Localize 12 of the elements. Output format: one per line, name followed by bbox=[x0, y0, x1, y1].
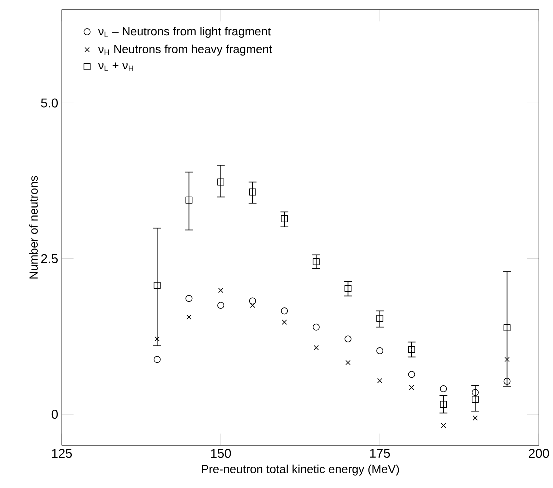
y-tick-label: 0 bbox=[52, 410, 58, 420]
x-axis-title: Pre-neutron total kinetic energy (MeV) bbox=[202, 464, 400, 476]
x-tick-label: 200 bbox=[529, 449, 550, 458]
y-tick-label: 2.5 bbox=[41, 254, 58, 264]
x-tick-label: 150 bbox=[211, 449, 232, 458]
legend-label: ν$_{H}$ Neutrons from heavy fragment bbox=[98, 44, 272, 56]
legend-label: ν$_{L}$ – Neutrons from light fragment bbox=[98, 27, 272, 38]
x-tick-label: 125 bbox=[52, 449, 72, 458]
y-axis-title: Number of neutrons bbox=[29, 176, 38, 279]
y-tick-label: 5.0 bbox=[41, 98, 58, 108]
legend-label: ν$_{L}$ + ν$_{H}$ bbox=[98, 62, 134, 72]
x-tick-label: 175 bbox=[370, 449, 390, 458]
